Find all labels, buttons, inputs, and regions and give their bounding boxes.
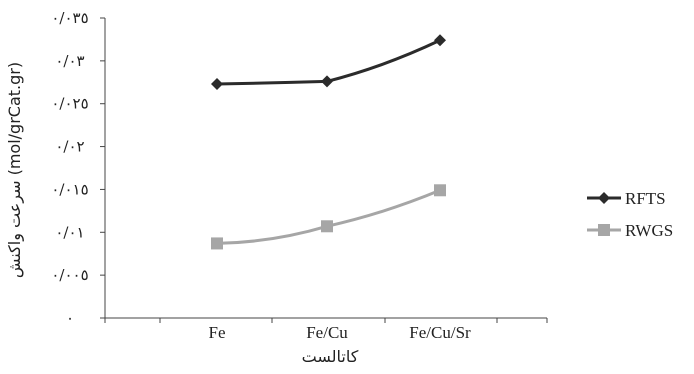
legend: RFTS RWGS	[587, 189, 673, 240]
series-line	[216, 188, 441, 245]
legend-marker	[598, 224, 610, 236]
y-axis-title: سرعت واکنش (mol/grCat.gr)	[5, 62, 25, 278]
data-point	[211, 78, 223, 90]
legend-label: RWGS	[625, 221, 673, 240]
x-tick-label: Fe/Cu/Sr	[409, 323, 471, 342]
legend-item: RWGS	[587, 221, 673, 240]
x-tick-label: Fe	[209, 323, 226, 342]
data-point	[434, 184, 446, 197]
legend-label: RFTS	[625, 189, 666, 208]
x-ticks: Fe Fe/Cu Fe/Cu/Sr	[104, 318, 548, 342]
y-tick-label: ٠/٠١	[55, 223, 84, 241]
y-tick-label: ٠/٠١٥	[51, 180, 88, 198]
data-point	[434, 34, 446, 47]
data-point	[321, 220, 333, 233]
data-point	[211, 237, 223, 250]
x-tick-label: Fe/Cu	[306, 323, 348, 342]
legend-marker	[598, 192, 610, 204]
data-point	[321, 75, 333, 88]
y-ticks: ٠ ٠/٠٠٥ ٠/٠١ ٠/٠١٥ ٠/٠٢ ٠/٠٢٥ ٠/٠٣ ٠/٠٣٥	[51, 9, 105, 327]
series-layer	[211, 34, 446, 250]
y-tick-label: ٠/٠٢	[55, 138, 84, 156]
x-axis-title: کاتالست	[302, 347, 359, 366]
y-tick-label: ٠	[66, 309, 74, 327]
y-tick-label: ٠/٠٣٥	[51, 9, 88, 27]
y-tick-label: ٠/٠٢٥	[51, 95, 88, 113]
series-rfts	[211, 34, 446, 90]
series-rwgs	[211, 184, 446, 250]
y-tick-label: ٠/٠٠٥	[51, 266, 88, 284]
y-tick-label: ٠/٠٣	[55, 52, 84, 70]
legend-item: RFTS	[587, 189, 666, 208]
